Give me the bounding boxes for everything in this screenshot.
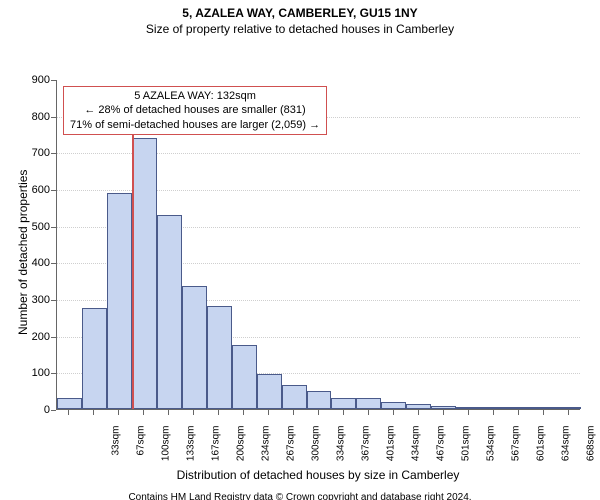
- xtick-mark: [493, 410, 494, 415]
- histogram-bar: [257, 374, 282, 409]
- xtick-label: 367sqm: [361, 426, 372, 476]
- ytick-mark: [51, 80, 56, 81]
- xtick-label: 601sqm: [535, 426, 546, 476]
- histogram-bar: [506, 407, 531, 409]
- xtick-label: 167sqm: [211, 426, 222, 476]
- xtick-mark: [193, 410, 194, 415]
- footer-line-1: Contains HM Land Registry data © Crown c…: [0, 492, 600, 500]
- property-marker-line: [132, 92, 134, 409]
- xtick-label: 567sqm: [510, 426, 521, 476]
- histogram-bar: [207, 306, 232, 409]
- xtick-label: 200sqm: [236, 426, 247, 476]
- xtick-label: 67sqm: [136, 426, 147, 476]
- xtick-mark: [543, 410, 544, 415]
- histogram-bar: [531, 407, 556, 409]
- xtick-label: 33sqm: [111, 426, 122, 476]
- xtick-label: 334sqm: [336, 426, 347, 476]
- ytick-label: 200: [24, 331, 50, 343]
- info-box-line: 5 AZALEA WAY: 132sqm: [70, 89, 320, 103]
- histogram-bar: [456, 407, 481, 409]
- histogram-bar: [182, 286, 207, 409]
- xtick-mark: [68, 410, 69, 415]
- ytick-mark: [51, 373, 56, 374]
- ytick-mark: [51, 117, 56, 118]
- page-title: 5, AZALEA WAY, CAMBERLEY, GU15 1NY: [0, 6, 600, 20]
- xtick-mark: [143, 410, 144, 415]
- ytick-mark: [51, 227, 56, 228]
- ytick-label: 100: [24, 367, 50, 379]
- xtick-label: 634sqm: [560, 426, 571, 476]
- xtick-mark: [368, 410, 369, 415]
- info-box: 5 AZALEA WAY: 132sqm← 28% of detached ho…: [63, 86, 327, 135]
- ytick-mark: [51, 190, 56, 191]
- xtick-mark: [393, 410, 394, 415]
- xtick-mark: [168, 410, 169, 415]
- xtick-mark: [93, 410, 94, 415]
- xtick-mark: [468, 410, 469, 415]
- ytick-label: 900: [24, 74, 50, 86]
- histogram-bar: [307, 391, 332, 409]
- ytick-mark: [51, 153, 56, 154]
- xtick-label: 401sqm: [385, 426, 396, 476]
- histogram-bar: [82, 308, 107, 409]
- xtick-mark: [318, 410, 319, 415]
- xtick-label: 267sqm: [286, 426, 297, 476]
- xtick-label: 100sqm: [161, 426, 172, 476]
- histogram-bar: [57, 398, 82, 409]
- xtick-label: 133sqm: [186, 426, 197, 476]
- ytick-label: 400: [24, 257, 50, 269]
- page-subtitle: Size of property relative to detached ho…: [0, 22, 600, 36]
- histogram-bar: [232, 345, 257, 409]
- xtick-mark: [343, 410, 344, 415]
- histogram-bar: [157, 215, 182, 409]
- chart-area: 5 AZALEA WAY: 132sqm← 28% of detached ho…: [0, 36, 600, 500]
- xtick-mark: [293, 410, 294, 415]
- xtick-mark: [118, 410, 119, 415]
- ytick-label: 800: [24, 111, 50, 123]
- xtick-mark: [268, 410, 269, 415]
- ytick-mark: [51, 337, 56, 338]
- histogram-bar: [406, 404, 431, 410]
- histogram-bar: [331, 398, 356, 409]
- histogram-bar: [282, 385, 307, 409]
- xtick-mark: [443, 410, 444, 415]
- histogram-bar: [107, 193, 132, 409]
- ytick-label: 0: [24, 404, 50, 416]
- xtick-mark: [243, 410, 244, 415]
- histogram-bar: [356, 398, 381, 409]
- footer-text: Contains HM Land Registry data © Crown c…: [0, 492, 600, 500]
- xtick-label: 668sqm: [585, 426, 596, 476]
- histogram-bar: [481, 407, 506, 409]
- xtick-mark: [568, 410, 569, 415]
- xtick-label: 534sqm: [485, 426, 496, 476]
- histogram-bar: [381, 402, 406, 409]
- xtick-mark: [518, 410, 519, 415]
- ytick-mark: [51, 410, 56, 411]
- ytick-label: 700: [24, 147, 50, 159]
- xtick-mark: [418, 410, 419, 415]
- ytick-label: 600: [24, 184, 50, 196]
- ytick-mark: [51, 300, 56, 301]
- xtick-label: 234sqm: [261, 426, 272, 476]
- ytick-label: 500: [24, 221, 50, 233]
- ytick-mark: [51, 263, 56, 264]
- histogram-bar: [132, 138, 157, 409]
- xtick-label: 300sqm: [311, 426, 322, 476]
- histogram-bar: [431, 406, 456, 409]
- xtick-label: 467sqm: [435, 426, 446, 476]
- plot-region: 5 AZALEA WAY: 132sqm← 28% of detached ho…: [56, 80, 580, 410]
- xtick-label: 434sqm: [410, 426, 421, 476]
- xtick-mark: [218, 410, 219, 415]
- ytick-label: 300: [24, 294, 50, 306]
- info-box-line: ← 28% of detached houses are smaller (83…: [70, 103, 320, 117]
- histogram-bar: [556, 407, 581, 409]
- xtick-label: 501sqm: [460, 426, 471, 476]
- info-box-line: 71% of semi-detached houses are larger (…: [70, 118, 320, 132]
